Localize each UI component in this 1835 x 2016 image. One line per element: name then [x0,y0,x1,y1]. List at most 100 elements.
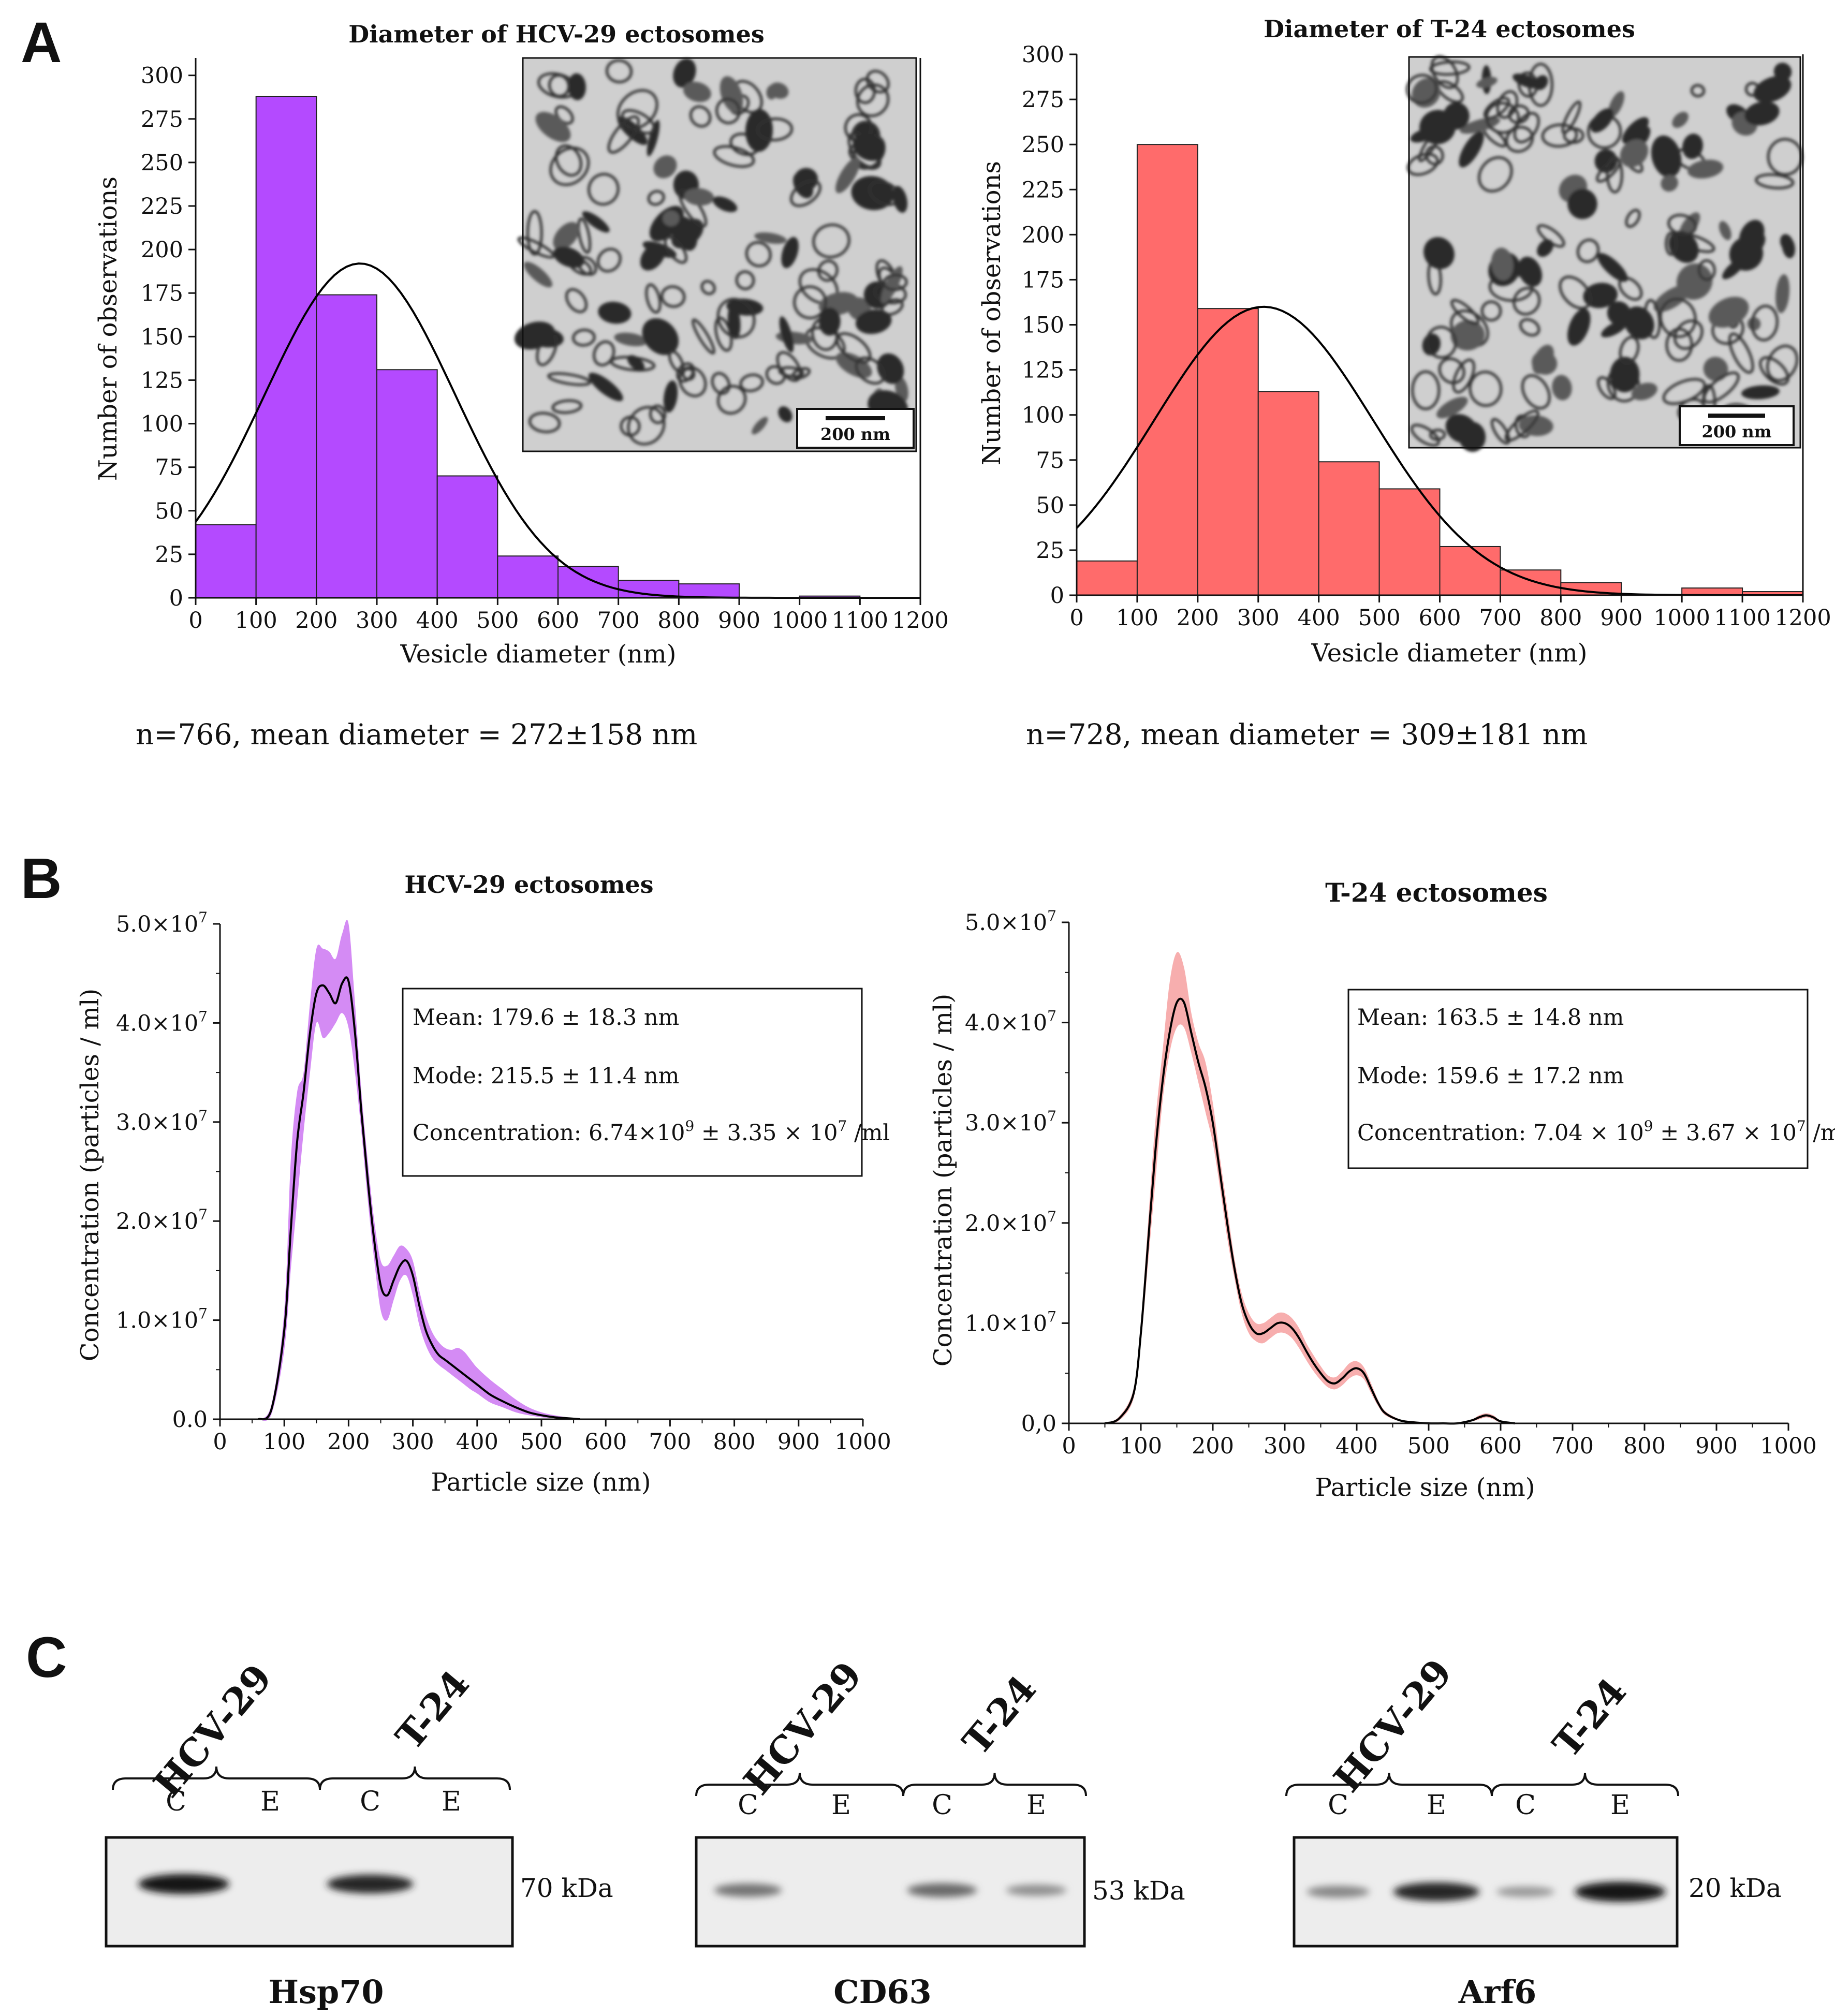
y-tick-exponent: 7 [198,909,208,926]
y-axis-label: Concentration (particles / ml) [76,989,105,1362]
histogram-bar [557,566,619,599]
y-tick-label: 200 [141,237,183,263]
x-tick-label: 1000 [1760,1433,1816,1459]
histogram-bar [1197,308,1259,596]
tem-vesicle [1661,174,1678,192]
tem-vesicle [1438,357,1465,385]
nta-chart-t24: T-24 ectosomes 0 100 200 300 400 500 600 700 800… [929,877,1835,1502]
tem-vesicle [572,329,596,347]
group-label-t24: T-24 [1544,1670,1635,1766]
tem-vesicle [1531,351,1558,375]
tem-vesicle [1508,104,1530,124]
tem-vesicle [883,273,908,291]
lane-label: C [932,1790,952,1821]
tem-vesicle [1552,375,1572,401]
tem-vesicle [577,217,592,254]
x-tick-label: 400 [456,1429,498,1455]
tem-vesicle [1755,173,1795,189]
tem-vesicle [678,366,707,398]
tem-vesicle [779,316,794,353]
y-axis-label: Concentration (particles / ml) [929,994,958,1367]
tem-vesicle [517,236,555,259]
tem-vesicle [835,157,860,194]
y-tick-exponent: 7 [198,1008,208,1025]
histogram-bar [1076,560,1138,596]
histogram-caption: n=728, mean diameter = 309±181 nm [1026,718,1588,751]
x-tick-label: 900 [777,1429,820,1455]
tem-vesicle [1513,73,1540,89]
lane-label: C [1515,1790,1536,1821]
tem-vesicle [1445,414,1478,444]
tem-vesicle [739,373,764,392]
protein-band [907,1883,977,1897]
tem-inset-hcv29: 200 nm [514,57,917,452]
tem-vesicle [1753,76,1792,103]
tem-vesicle [793,285,827,319]
tem-vesicle [1665,231,1678,256]
tem-vesicle [1519,318,1540,337]
x-tick-label: 300 [1237,605,1280,631]
tem-vesicle [1518,256,1543,287]
tem-vesicle [535,112,571,142]
tem-vesicle [664,236,688,264]
tem-vesicle [1676,263,1713,300]
tem-vesicle [700,279,716,296]
tem-vesicle [1450,320,1485,351]
tem-vesicle [1651,135,1682,178]
x-tick-label: 0 [1062,1433,1076,1459]
lane-label: C [166,1786,186,1817]
tem-vesicle [735,270,755,290]
tem-vesicle [605,59,633,83]
tem-vesicle [855,309,892,334]
histogram-bar [1136,144,1198,596]
tem-vesicle [1734,232,1766,261]
tem-vesicle [1504,409,1539,442]
protein-band [1006,1885,1067,1896]
x-tick-label: 1100 [832,608,888,634]
x-tick-label: 100 [1120,1433,1162,1459]
tem-vesicle [1597,376,1617,400]
tem-vesicle [663,210,680,227]
histogram-bars [195,96,861,599]
x-tick-label: 200 [1192,1433,1234,1459]
tem-vesicle [1759,356,1789,386]
tem-vesicle [1590,108,1613,133]
chart-title: Diameter of HCV-29 ectosomes [348,20,765,48]
tem-vesicle [1410,129,1434,143]
x-tick-label: 800 [1539,605,1582,631]
protein-name: CD63 [833,1973,931,2011]
group-label-hcv29: HCV-29 [145,1656,281,1805]
tem-vesicle [1594,149,1618,173]
tem-vesicle [1708,297,1749,328]
tem-vesicle [553,222,580,251]
y-tick-label: 4.0×107 [116,1008,208,1036]
tem-vesicle [1673,319,1704,350]
scale-bar-label: 200 nm [820,424,890,444]
tem-vesicle [812,223,850,259]
histogram-bar [376,369,438,599]
tem-vesicle [854,78,876,104]
tem-vesicle [1601,320,1627,337]
y-tick-label: 200 [1022,222,1064,248]
molecular-weight-label: 53 kDa [1092,1876,1185,1906]
x-tick-label: 1000 [1653,605,1710,631]
tem-vesicle [1741,385,1780,400]
histogram-hcv29: Diameter of HCV-29 ectosomes 200 nm 0 100… [94,20,949,751]
tem-vesicle [1429,61,1471,76]
tem-vesicle [754,232,787,244]
tem-vesicle [715,97,741,125]
tem-vesicle [1766,344,1799,382]
histogram-bar [1500,569,1562,596]
tem-vesicles [1406,55,1803,452]
tem-vesicle [1775,274,1790,313]
x-tick-label: 600 [1479,1433,1522,1459]
x-tick-label: 300 [1264,1433,1306,1459]
x-tick-label: 200 [1177,605,1219,631]
y-tick-label: 3.0×107 [116,1107,208,1136]
tem-vesicle [756,117,794,142]
x-tick-label: 500 [1407,1433,1450,1459]
tem-vesicle [752,417,768,435]
y-tick-label: 75 [1036,448,1064,474]
x-tick-label: 100 [1116,605,1158,631]
